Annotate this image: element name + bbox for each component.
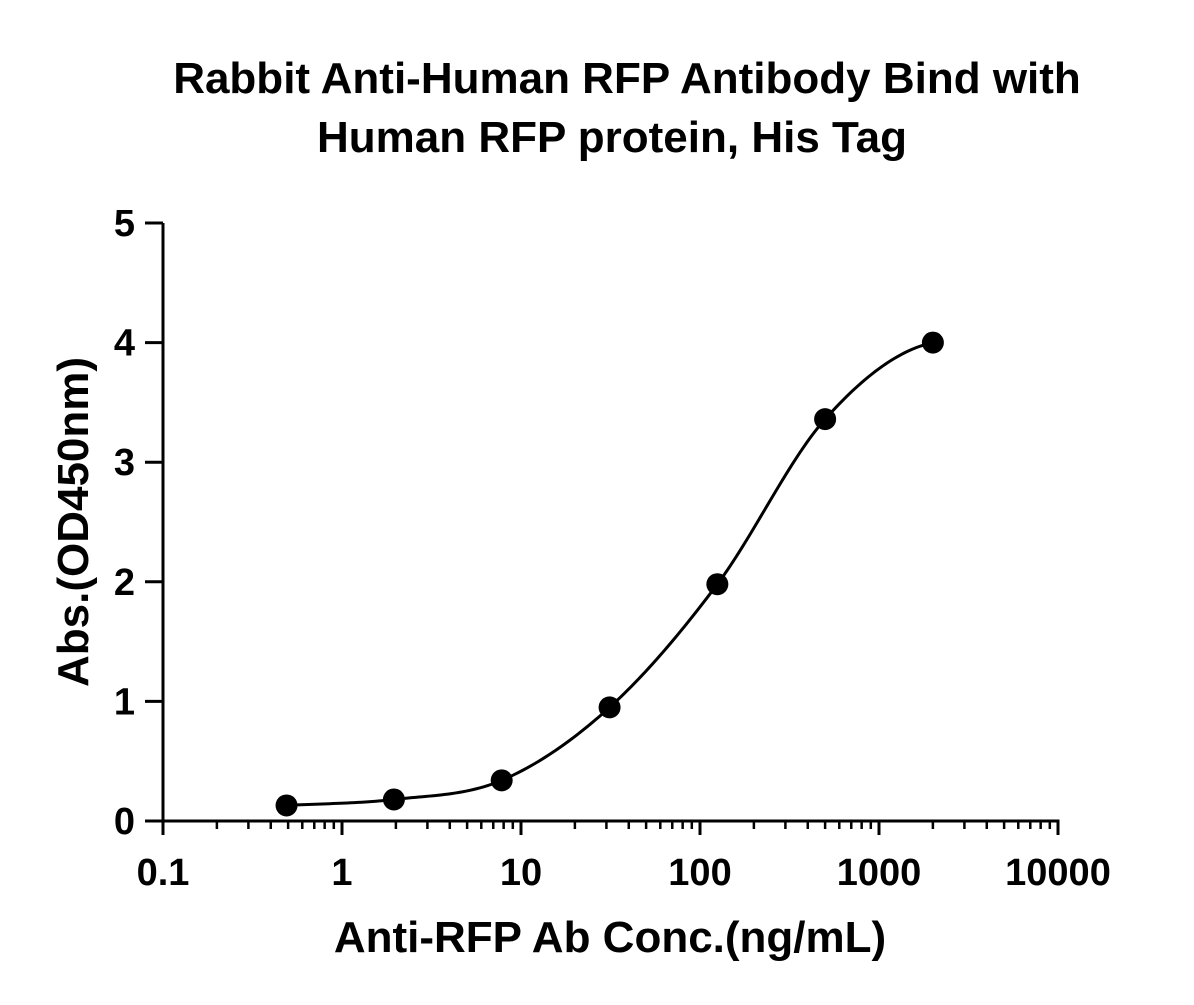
x-tick-label: 10	[500, 852, 542, 894]
data-point	[814, 408, 837, 431]
axes	[161, 223, 1060, 823]
y-tick-label: 4	[114, 323, 135, 365]
x-tick-label: 1000	[837, 852, 922, 894]
data-point	[275, 794, 298, 817]
fit-curve	[286, 341, 934, 807]
data-point	[598, 696, 621, 719]
data-point	[490, 769, 513, 792]
data-points	[275, 331, 944, 817]
chart-title-line-2: Human RFP protein, His Tag	[317, 113, 907, 162]
data-point	[706, 573, 729, 596]
x-tick-label: 1	[331, 852, 352, 894]
ticks	[145, 221, 1060, 835]
y-tick-label: 3	[114, 442, 135, 484]
x-axis-label: Anti-RFP Ab Conc.(ng/mL)	[334, 913, 886, 962]
tick-labels: 0.1 1 10 100 1000 10000 0 1 2 3 4 5	[114, 203, 1111, 894]
y-tick-label: 0	[114, 801, 135, 843]
data-point	[382, 788, 405, 811]
x-tick-label: 10000	[1005, 852, 1111, 894]
data-point	[921, 331, 944, 354]
x-tick-label: 0.1	[137, 852, 190, 894]
y-tick-label: 2	[114, 562, 135, 604]
chart-title-line-1: Rabbit Anti-Human RFP Antibody Bind with	[173, 54, 1081, 103]
y-tick-label: 1	[114, 681, 135, 723]
y-tick-label: 5	[114, 203, 135, 245]
y-axis-label: Abs.(OD450nm)	[49, 357, 98, 687]
x-tick-label: 100	[668, 852, 731, 894]
